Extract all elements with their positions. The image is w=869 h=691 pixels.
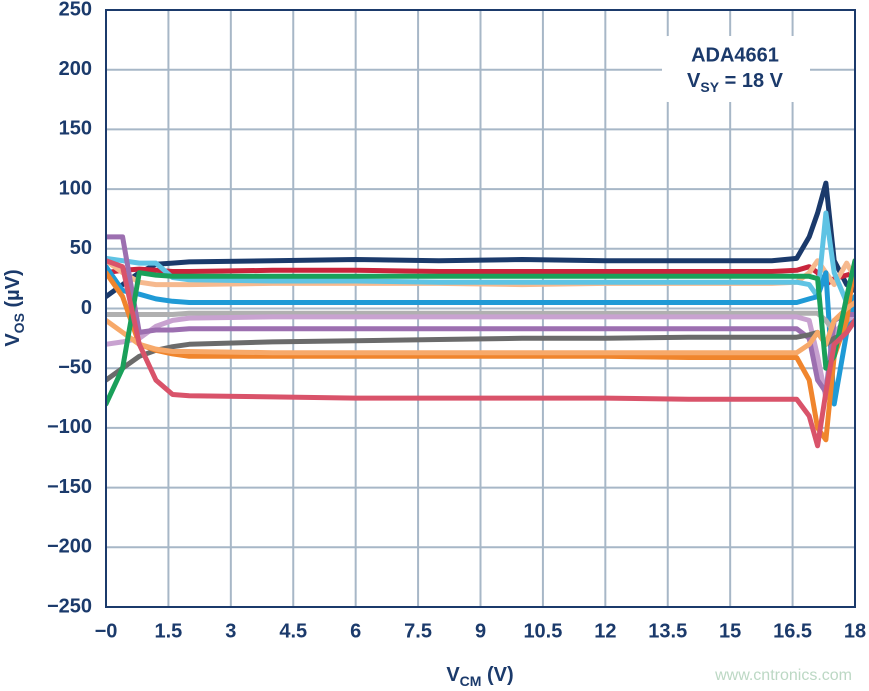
- y-tick-label: −150: [47, 476, 92, 498]
- x-tick-label: 6: [350, 620, 361, 642]
- series-line: [106, 310, 855, 335]
- series-line: [106, 258, 855, 407]
- x-axis-label: VCM (V): [446, 664, 513, 688]
- plot-frame: [105, 9, 856, 608]
- y-tick-label: −100: [47, 416, 92, 438]
- series-line: [106, 258, 855, 449]
- x-tick-label: 1.5: [155, 620, 183, 642]
- annotation-sub: SY: [700, 79, 719, 95]
- x-tick-label: 18: [844, 620, 866, 642]
- x-tick-label: 15: [719, 620, 741, 642]
- y-tick-label: 150: [59, 118, 92, 140]
- y-tick-label: 250: [59, 0, 92, 20]
- x-tick-label: 10.5: [523, 620, 562, 642]
- x-tick-label: 12: [594, 620, 616, 642]
- x-tick-label: −0: [95, 620, 118, 642]
- y-axis-label: VOS (µV): [2, 269, 26, 346]
- x-tick-label: 13.5: [648, 620, 687, 642]
- lines: [106, 180, 855, 449]
- y-tick-label: 0: [81, 297, 92, 319]
- y-tick-label: 50: [70, 237, 92, 259]
- y-label-rest: (µV): [2, 269, 24, 313]
- y-label-sub: OS: [11, 313, 27, 333]
- x-tick-label: 9: [475, 620, 486, 642]
- x-label-rest: (V): [481, 664, 513, 686]
- watermark: www.cntronics.com: [714, 667, 852, 684]
- y-tick-label: 200: [59, 58, 92, 80]
- annotation: VSY = 18 V: [687, 70, 784, 94]
- x-tick-label: 16.5: [773, 620, 812, 642]
- annotation-main: V: [687, 70, 701, 92]
- x-tick-label: 3: [225, 620, 236, 642]
- annotation-rest: = 18 V: [719, 70, 784, 92]
- y-tick-label: 100: [59, 177, 92, 199]
- y-label-main: V: [2, 333, 24, 347]
- y-tick-label: −50: [58, 356, 92, 378]
- x-tick-label: 4.5: [279, 620, 307, 642]
- y-tick-label: −200: [47, 536, 92, 558]
- series-line: [106, 210, 855, 305]
- x-tick-label: 7.5: [404, 620, 432, 642]
- x-label-sub: CM: [460, 673, 482, 689]
- annotation-box: [662, 36, 810, 102]
- series-line: [106, 264, 855, 407]
- y-tick-label: −250: [47, 595, 92, 617]
- x-label-main: V: [446, 664, 460, 686]
- annotation: ADA4661: [691, 44, 779, 66]
